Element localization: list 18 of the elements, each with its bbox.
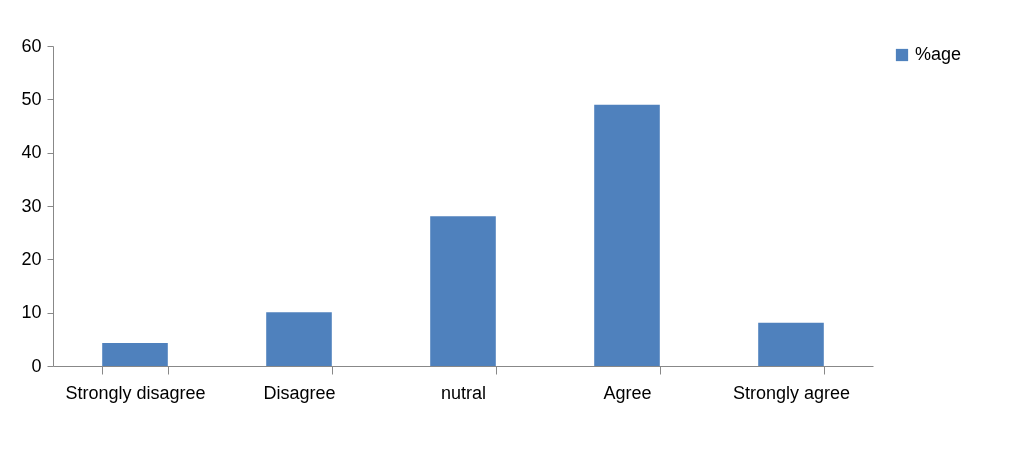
legend-label: %age: [915, 44, 962, 64]
x-tick-label: nutral: [440, 382, 487, 403]
x-tick-label: Agree: [603, 382, 652, 403]
y-tick-label: 0: [31, 355, 42, 376]
x-tick-label: Disagree: [263, 382, 336, 403]
bar: [266, 312, 332, 366]
y-tick-label: 40: [21, 142, 42, 163]
y-tick-label: 50: [21, 88, 42, 109]
y-tick-label: 60: [21, 35, 42, 56]
y-tick-label: 30: [21, 195, 42, 216]
bar: [430, 216, 496, 366]
y-tick-label: 10: [21, 302, 42, 323]
y-tick-label: 20: [21, 248, 42, 269]
bar: [102, 343, 168, 366]
x-tick-label: Strongly disagree: [65, 382, 206, 403]
x-tick-label: Strongly agree: [732, 382, 851, 403]
bar: [594, 104, 660, 366]
bar: [758, 322, 824, 366]
